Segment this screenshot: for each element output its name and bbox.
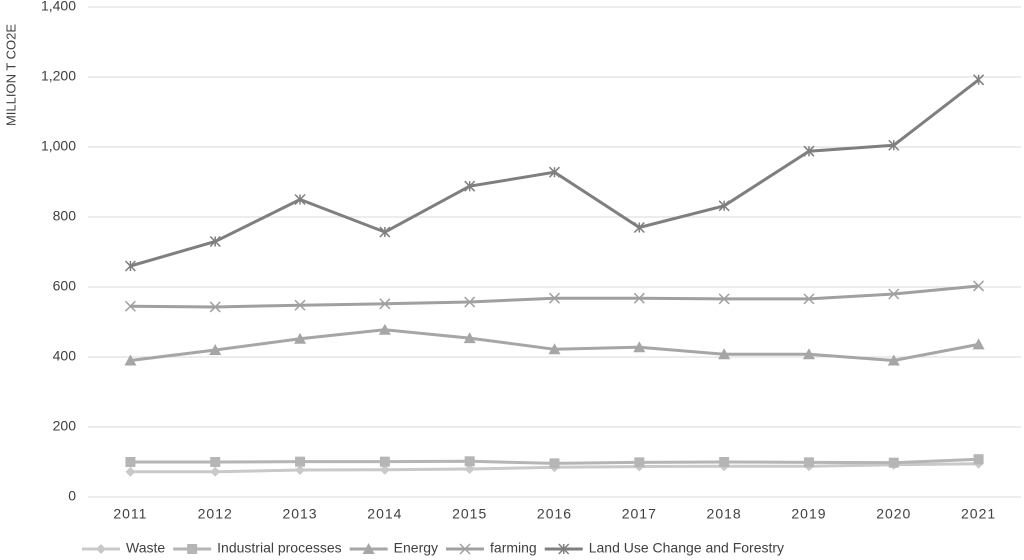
marker xyxy=(549,458,560,469)
marker xyxy=(124,260,136,272)
marker xyxy=(295,465,306,476)
marker xyxy=(379,226,391,238)
marker xyxy=(209,301,221,313)
legend-marker xyxy=(96,544,106,554)
marker xyxy=(802,348,815,360)
legend-label: Energy xyxy=(394,540,438,556)
marker xyxy=(548,343,561,355)
marker xyxy=(210,466,221,477)
y-tick-label: 1,400 xyxy=(41,0,76,14)
marker xyxy=(973,454,984,465)
marker xyxy=(803,457,814,468)
marker xyxy=(973,280,985,292)
x-tick-label: 2016 xyxy=(537,506,572,522)
legend-label: Industrial processes xyxy=(217,540,342,556)
marker xyxy=(548,292,561,304)
legend-item: Industrial processes xyxy=(173,540,342,556)
marker xyxy=(464,456,475,467)
legend-item: Waste xyxy=(82,540,165,556)
marker xyxy=(888,139,900,151)
y-tick-label: 1,200 xyxy=(41,68,76,84)
legend-label: Land Use Change and Forestry xyxy=(589,540,784,556)
marker xyxy=(124,354,137,366)
legend-item: farming xyxy=(446,540,537,556)
marker xyxy=(125,457,136,467)
y-tick-label: 1,000 xyxy=(41,138,76,154)
x-tick-label: 2018 xyxy=(707,506,742,522)
y-tick-label: 600 xyxy=(53,278,77,294)
marker xyxy=(718,348,731,360)
legend-item: Energy xyxy=(349,540,438,556)
marker xyxy=(294,332,307,344)
marker xyxy=(379,456,390,467)
x-tick-label: 2021 xyxy=(961,506,996,522)
marker xyxy=(633,221,645,234)
y-tick-label: 0 xyxy=(68,488,76,504)
marker xyxy=(634,457,645,468)
marker xyxy=(295,456,306,467)
marker xyxy=(464,180,476,192)
legend-marker xyxy=(558,543,570,555)
marker xyxy=(803,145,815,157)
marker xyxy=(209,235,221,248)
marker xyxy=(210,457,221,467)
marker xyxy=(379,464,390,475)
legend-label: Waste xyxy=(126,540,165,556)
x-tick-label: 2012 xyxy=(198,506,233,522)
legend-label: farming xyxy=(490,540,537,556)
marker xyxy=(888,288,900,300)
marker xyxy=(464,464,475,474)
marker xyxy=(972,338,985,350)
marker xyxy=(719,457,730,467)
x-tick-label: 2011 xyxy=(113,506,147,522)
marker xyxy=(887,354,900,366)
marker xyxy=(294,193,306,206)
marker xyxy=(125,466,136,477)
marker xyxy=(633,341,646,353)
marker xyxy=(294,299,306,311)
y-tick-label: 400 xyxy=(53,348,77,364)
y-tick-label: 800 xyxy=(53,208,77,224)
marker xyxy=(803,293,815,305)
marker xyxy=(124,300,136,312)
x-tick-label: 2014 xyxy=(367,506,402,522)
x-tick-label: 2017 xyxy=(622,506,657,522)
x-tick-label: 2020 xyxy=(876,506,911,522)
marker xyxy=(718,200,730,212)
marker xyxy=(548,166,561,178)
y-tick-label: 200 xyxy=(53,418,77,434)
marker xyxy=(463,332,476,344)
legend-marker xyxy=(362,543,375,554)
x-tick-label: 2015 xyxy=(452,506,487,522)
marker xyxy=(209,344,222,355)
legend-marker xyxy=(187,544,198,554)
marker xyxy=(888,457,899,468)
marker xyxy=(633,292,645,304)
marker xyxy=(464,296,476,308)
legend-marker xyxy=(459,543,471,555)
series-line xyxy=(130,284,979,309)
x-tick-label: 2013 xyxy=(282,506,317,522)
marker xyxy=(378,323,391,335)
x-tick-label: 2019 xyxy=(791,506,826,522)
marker xyxy=(973,74,985,86)
legend-item: Land Use Change and Forestry xyxy=(544,540,784,556)
marker xyxy=(379,298,391,310)
y-axis-label: MILLION T CO2E xyxy=(3,24,18,126)
marker xyxy=(718,293,730,305)
